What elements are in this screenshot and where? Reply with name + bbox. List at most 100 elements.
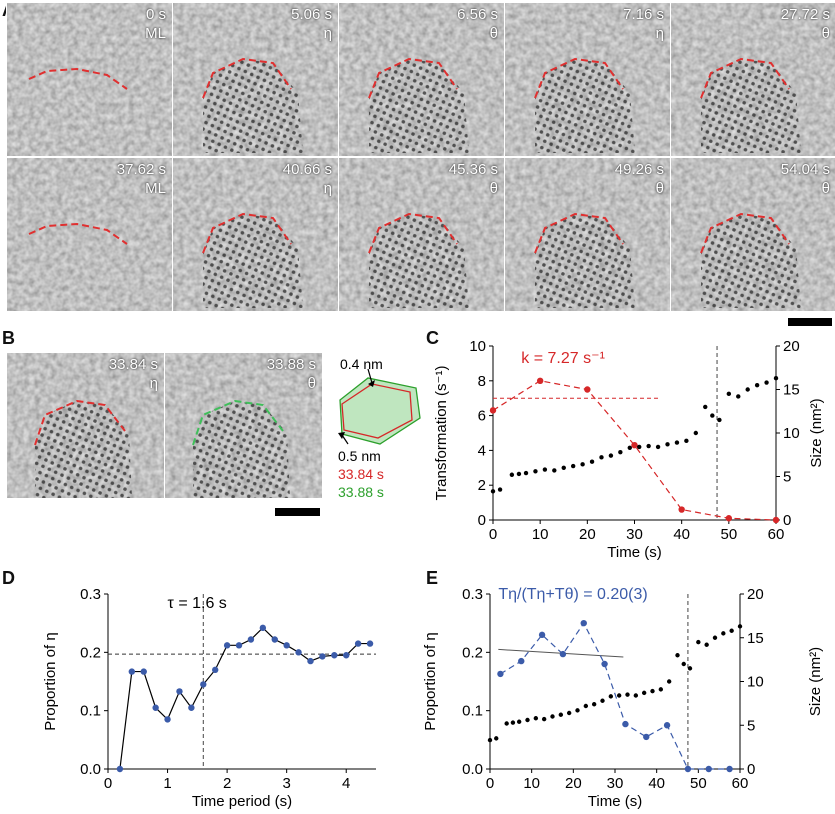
y2-tick-label: 20 — [747, 586, 764, 603]
size-point — [583, 703, 589, 709]
y-tick-label: 0.1 — [462, 703, 483, 720]
y-tick-label: 0.3 — [80, 586, 101, 603]
y-tick-label: 0 — [478, 512, 486, 529]
tem-frame-image — [505, 3, 670, 156]
frame-time: 37.62 s — [116, 161, 166, 178]
y-axis-label: Proportion of η — [422, 632, 439, 730]
size-point — [633, 693, 639, 698]
series-point — [128, 668, 136, 675]
frame-time: 0 s — [145, 6, 166, 23]
size-point — [616, 693, 622, 698]
size-point — [510, 720, 516, 725]
transition-frame-2: 33.88 s θ — [164, 352, 323, 499]
x-tick-label: 3 — [282, 775, 290, 792]
size-point — [658, 687, 664, 692]
size-point — [516, 471, 522, 477]
y2-axis-label: Size (nm²) — [808, 398, 825, 467]
frame-caption: 45.36 s θ — [449, 160, 498, 198]
series-point — [684, 765, 692, 773]
series-point — [366, 640, 374, 647]
size-point — [542, 467, 548, 472]
series-point — [725, 515, 733, 522]
tem-frame-image — [505, 158, 670, 311]
series-point — [601, 660, 608, 668]
series-point — [354, 640, 362, 647]
series-point — [319, 653, 326, 660]
frame-caption: 37.62 s ML — [117, 160, 166, 198]
size-point — [523, 470, 529, 476]
size-point — [599, 455, 604, 460]
frame-phase: ML — [145, 180, 166, 197]
series-line-0 — [492, 380, 777, 521]
panel-label-c: C — [426, 328, 439, 348]
y2-tick-label: 15 — [747, 630, 764, 647]
x-tick-label: 20 — [579, 526, 596, 543]
x-tick-label: 60 — [768, 526, 785, 543]
y-tick-label: 4 — [478, 442, 486, 459]
size-point — [764, 380, 769, 385]
size-point — [541, 716, 547, 722]
frame-caption: 33.88 s θ — [267, 355, 316, 393]
size-point — [717, 417, 722, 423]
outline-overlay-inset: 0.4 nm 0.5 nm 33.84 s 33.88 s — [338, 356, 421, 500]
size-point — [627, 445, 632, 450]
x-axis-label: Time period (s) — [192, 793, 292, 810]
frame-caption: 5.06 s η — [291, 5, 332, 43]
chart-annotation: k = 7.27 s⁻¹ — [521, 350, 605, 367]
arrow-top — [367, 368, 373, 384]
size-point — [600, 698, 605, 703]
size-point — [608, 694, 614, 699]
series-point — [247, 636, 255, 643]
tem-frame-image — [339, 158, 504, 311]
size-point — [693, 430, 699, 436]
series-point — [152, 704, 159, 711]
series-point — [705, 765, 712, 773]
panel-label-e: E — [426, 568, 439, 588]
chart-d: 0 1 2 3 4 0.0 0.1 0.2 0.3 Time period (s) Proporti… — [42, 586, 376, 810]
size-point — [687, 666, 693, 671]
size-point — [550, 714, 555, 719]
series-point — [200, 681, 207, 688]
tem-frame-6: 37.62 s ML — [6, 157, 173, 312]
y2-axis-label: Size (nm²) — [807, 647, 824, 716]
frame-time: 5.06 s — [291, 6, 332, 23]
series-point — [518, 657, 525, 665]
chart-annotation: τ = 1.6 s — [168, 595, 227, 612]
size-point — [674, 440, 680, 445]
arrowhead-top — [368, 380, 375, 387]
series-point — [283, 642, 290, 649]
series-point — [116, 765, 124, 773]
size-point — [625, 692, 630, 697]
size-point — [566, 710, 572, 716]
frame-time: 7.16 s — [623, 6, 664, 23]
tem-frame-5: 27.72 s θ — [670, 2, 835, 157]
y2-tick-label: 0 — [783, 512, 791, 529]
size-point — [504, 721, 509, 726]
size-point — [665, 442, 670, 447]
tem-frame-image — [7, 158, 172, 311]
frame-phase: θ — [821, 25, 830, 42]
frame-caption: 33.84 s η — [109, 355, 158, 393]
y-axis-label: Transformation (s⁻¹) — [433, 366, 450, 501]
y2-tick-label: 5 — [783, 469, 791, 486]
frame-time: 33.84 s — [108, 356, 158, 373]
size-point — [490, 489, 496, 494]
size-point — [729, 628, 734, 633]
x-tick-label: 50 — [720, 526, 737, 543]
y-tick-label: 0.3 — [462, 586, 483, 603]
tem-frame-2: 5.06 s η — [172, 2, 339, 157]
size-point — [704, 642, 709, 647]
size-point — [570, 463, 576, 469]
size-point — [696, 639, 701, 645]
tem-frame-image — [671, 3, 835, 156]
size-point — [497, 487, 503, 492]
x-tick-label: 10 — [523, 775, 540, 792]
series-point — [678, 506, 685, 513]
series-point — [643, 733, 650, 741]
series-point — [726, 765, 733, 773]
transition-frame-1: 33.84 s η — [6, 352, 165, 499]
frame-phase: η — [323, 180, 332, 197]
tem-frame-4: 7.16 s η — [504, 2, 671, 157]
size-point — [721, 631, 726, 636]
size-point — [618, 449, 623, 455]
